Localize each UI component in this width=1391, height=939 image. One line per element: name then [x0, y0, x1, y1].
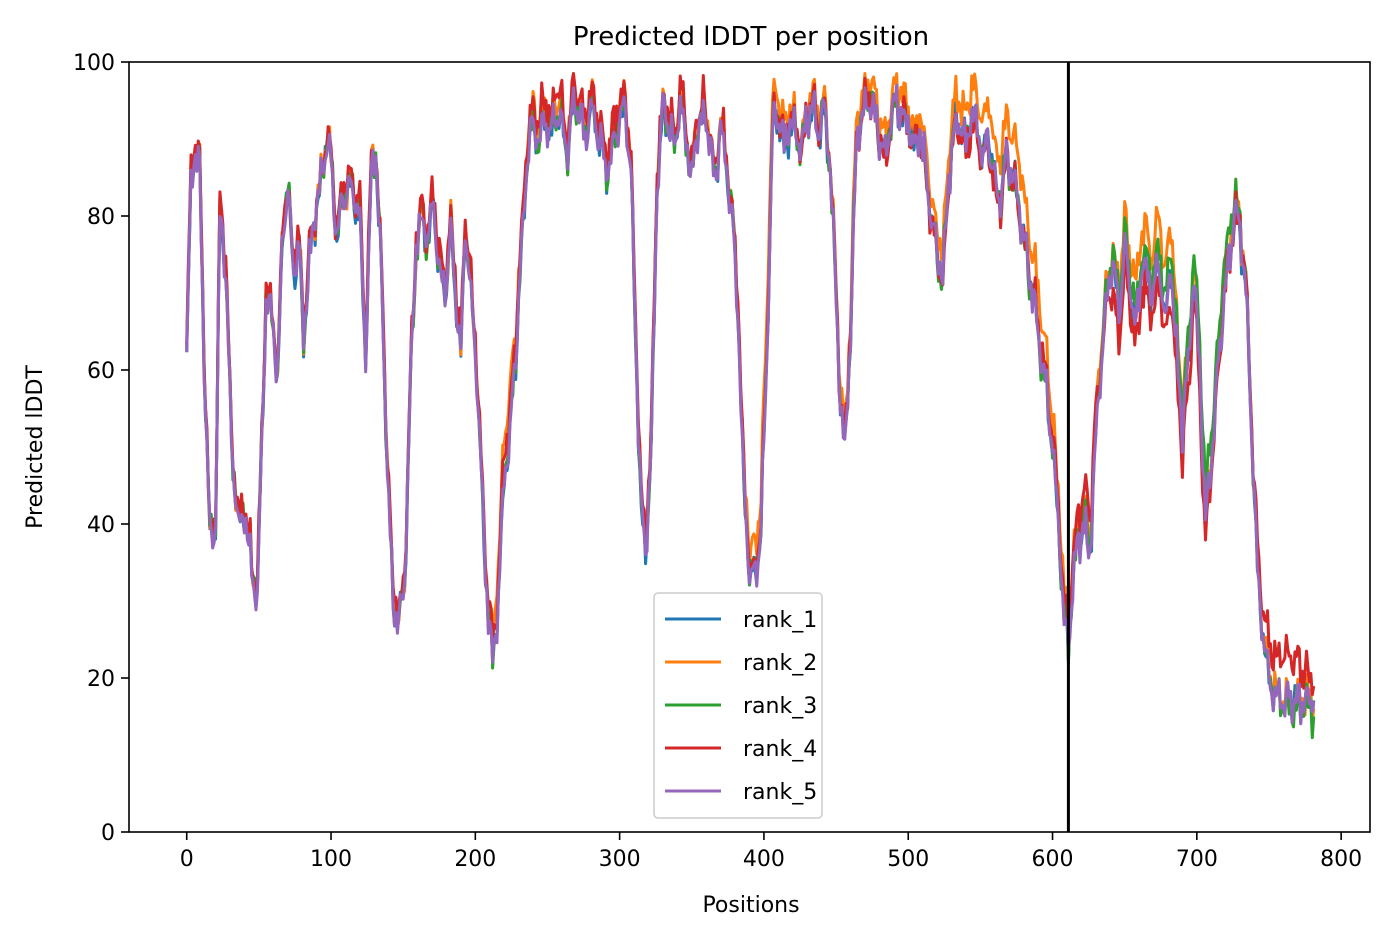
series-layer [185, 72, 1316, 740]
x-tick-label: 400 [743, 847, 785, 872]
legend-frame [653, 592, 823, 819]
y-axis-title: Predicted lDDT [23, 365, 48, 529]
chart-title: Predicted lDDT per position [573, 22, 929, 52]
x-tick-label: 700 [1176, 847, 1218, 872]
y-tick-label: 40 [87, 513, 115, 538]
x-tick-label: 200 [454, 847, 496, 872]
legend-label-rank_2: rank_2 [743, 651, 817, 676]
legend-label-rank_4: rank_4 [743, 737, 817, 762]
legend-label-rank_3: rank_3 [743, 694, 817, 719]
y-tick-label: 100 [73, 51, 115, 76]
x-tick-label: 300 [599, 847, 641, 872]
y-axis-ticks: 0 20 40 60 80 100 [73, 51, 129, 846]
y-tick-label: 20 [87, 667, 115, 692]
x-tick-label: 100 [310, 847, 352, 872]
x-tick-label: 0 [180, 847, 194, 872]
x-tick-label: 500 [887, 847, 929, 872]
series-line-rank_5 [185, 83, 1316, 726]
x-axis-title: Positions [702, 893, 799, 918]
legend-label-rank_5: rank_5 [743, 780, 817, 805]
x-axis-ticks: 0 100 200 300 400 500 600 700 800 [180, 832, 1362, 872]
legend-label-rank_1: rank_1 [743, 608, 817, 633]
legend: rank_1 rank_2 rank_3 rank_4 rank_5 [653, 592, 823, 819]
y-tick-label: 0 [101, 821, 115, 846]
y-tick-label: 60 [87, 359, 115, 384]
plot-frame [128, 61, 1371, 833]
y-tick-label: 80 [87, 205, 115, 230]
x-tick-label: 600 [1032, 847, 1074, 872]
x-tick-label: 800 [1320, 847, 1362, 872]
